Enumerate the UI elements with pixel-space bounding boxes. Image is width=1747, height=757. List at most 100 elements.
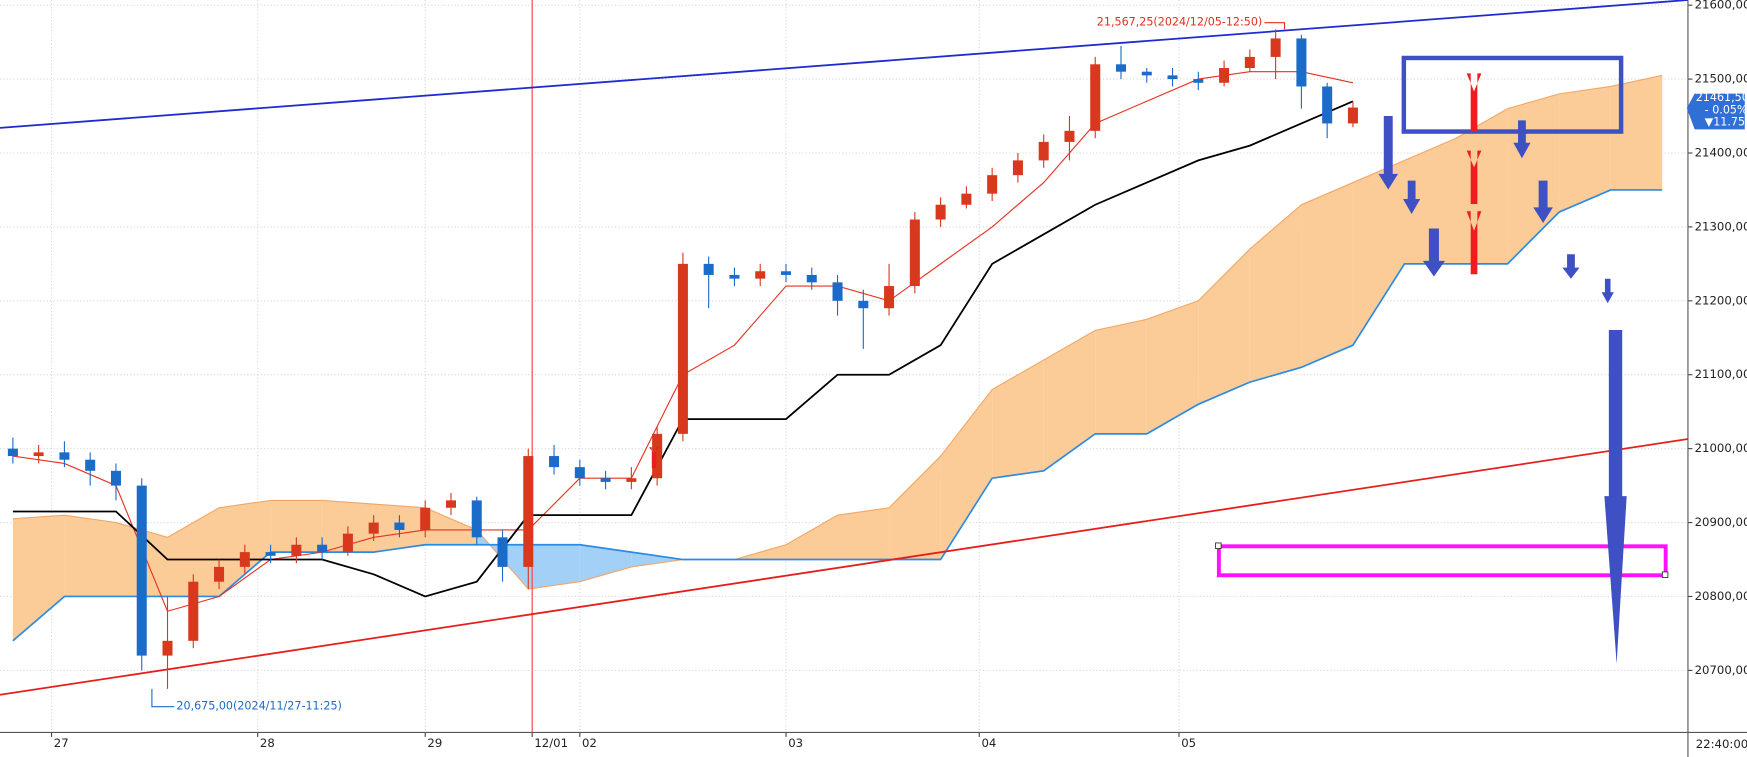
candle-body [626,478,637,482]
candle-body [652,433,663,479]
cloud-fill [940,389,993,560]
candle-body [1244,56,1255,68]
candle-body [420,507,431,530]
candle-body [1090,64,1101,131]
cloud-fill [1456,108,1508,264]
candle-body [574,467,585,479]
candle-body [703,263,714,275]
candle-body [445,500,456,508]
annotation: 20,675,00(2024/11/27-11:25) [176,700,341,713]
cloud-fill [64,515,116,597]
down-arrow [1403,180,1421,215]
y-tick-label: 21400,00 [1695,145,1747,159]
drawing-layer [649,55,1669,664]
candle-body [523,456,534,567]
change-text: - 0.05% [1705,103,1747,116]
y-tick-label: 21500,00 [1695,72,1747,86]
candle-body [780,271,792,275]
candle-body [1219,67,1230,83]
x-tick-label: 03 [788,736,803,750]
candle-body [162,640,173,656]
cloud-fill [528,544,580,590]
candle-body [239,552,250,567]
down-arrow [1378,115,1399,190]
price-text: 21461,50 [1696,91,1747,104]
candle-body [858,300,869,309]
candle-body [291,544,302,556]
y-tick-label: 20800,00 [1695,589,1747,603]
candle-body [677,263,688,434]
cloud-fill [837,507,890,560]
candle-body [600,478,611,482]
cloud-fill [1095,319,1147,434]
cloud-fill [889,456,941,560]
y-tick-label: 21000,00 [1695,441,1747,455]
annotation-leader [151,688,175,708]
candle-body [7,448,18,457]
candle-body [806,274,817,283]
up-arrow [1466,73,1482,132]
up-arrow [649,447,659,469]
x-tick-label: 02 [582,736,597,750]
annotation-leader [1264,22,1286,30]
candle-body [85,459,96,471]
candle-body [1115,64,1127,72]
y-tick-label: 21200,00 [1695,293,1747,307]
cloud-fill [1559,86,1611,213]
candle-body [317,544,328,553]
cloud-span-b [12,189,1663,642]
candle-body [961,193,972,205]
candle-body [265,552,276,556]
price-box-bg [1686,93,1745,130]
down-arrow [1601,278,1614,304]
handle [1215,542,1222,549]
big-down-arrow-head [1604,496,1627,664]
time-label: 22:40:00 [1696,737,1747,751]
candle-body [1322,86,1333,124]
candle-body [368,522,379,534]
cloud-fill [631,552,683,567]
y-tick-label: 20700,00 [1695,663,1747,677]
candle-body [1167,75,1178,80]
x-tick-label: 04 [981,736,996,750]
x-tick-label: 28 [260,736,275,750]
x-tick-label: 29 [427,736,442,750]
down-arrow [1422,228,1445,277]
candle-body [471,500,482,538]
candle-body [1296,38,1307,87]
candle-body [188,581,199,641]
annotation: 21,567,25(2024/12/05-12:50) [1097,16,1262,29]
cloud-fill [1146,300,1199,434]
cloud-fill [12,515,65,641]
trend-line [0,438,1689,696]
candle-body [136,485,147,656]
cloud-fill [1249,204,1302,383]
candle-body [832,282,843,301]
candle-body [935,204,946,220]
cloud-fill [425,507,477,545]
cloud-fill [579,544,632,582]
blue-box [1401,55,1624,134]
cloud-fill [1352,160,1405,346]
cloud-fill [1301,182,1353,368]
candle-body [1064,130,1075,142]
cloud-fill [270,500,323,553]
down-arrow [1533,180,1553,223]
price-box: 21461,50 - 0.05% ▼11.75 [1686,91,1747,130]
candle-body [110,470,121,486]
x-tick-label: 05 [1181,736,1196,750]
candle-body [1347,107,1358,124]
candle-body [987,175,998,194]
cloud-fill [1610,75,1663,190]
candle-body [909,219,920,287]
y-tick-label: 21600,00 [1695,0,1747,12]
candle-body [1270,38,1281,57]
candle-body [342,533,353,553]
cloud-fill [1043,330,1096,471]
candle-body [729,274,740,279]
cloud-fill [992,359,1044,479]
cloud-fill [1404,138,1457,264]
candle-body [1141,71,1152,76]
